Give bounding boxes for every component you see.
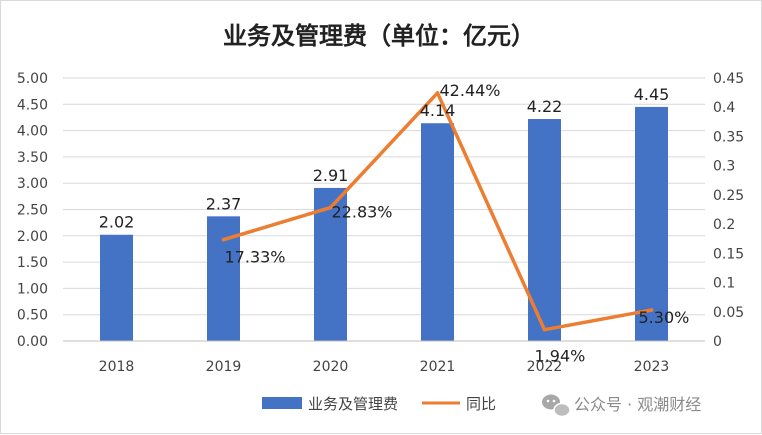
line-point: [649, 308, 654, 312]
y-left-tick-label: 4.50: [17, 97, 48, 113]
y-right-tick-label: 0.45: [713, 71, 744, 87]
y-left-tick-label: 2.50: [17, 203, 48, 219]
y-left-tick-label: 2.00: [17, 229, 48, 245]
x-tick-label: 2019: [206, 359, 242, 375]
x-tick-label: 2018: [99, 359, 135, 375]
bar-series: [100, 106, 668, 342]
bar-data-label: 2.91: [313, 166, 349, 185]
line-point: [221, 237, 226, 242]
grid-lines: [63, 77, 705, 342]
chart-title: 业务及管理费（单位：亿元）: [223, 21, 535, 50]
y-axis-left: 0.00 0.50 1.00 1.50 2.00 2.50 3.00 3.50 4.00 4.50…: [17, 71, 48, 350]
y-left-tick-label: 0.50: [17, 308, 48, 324]
y-right-tick-label: 0.25: [713, 188, 744, 204]
watermark-text: 公众号 · 观潮财经: [574, 395, 701, 414]
line-data-label: 42.44%: [440, 81, 501, 100]
watermark: 公众号 · 观潮财经: [542, 394, 701, 418]
y-right-tick-label: 0.35: [713, 129, 744, 145]
y-left-tick-label: 5.00: [17, 71, 48, 87]
legend-bar-swatch: [262, 397, 302, 409]
y-right-tick-label: 0.4: [713, 100, 735, 116]
x-tick-label: 2023: [634, 359, 670, 375]
bar-data-labels: 2.02 2.37 2.91 4.14 4.22 4.45: [99, 85, 670, 232]
bar: [314, 187, 347, 341]
y-left-tick-label: 0.00: [17, 334, 48, 350]
bar: [421, 123, 454, 342]
bar-data-label: 4.22: [527, 97, 563, 116]
wechat-icon: [542, 394, 571, 418]
y-right-tick-label: 0.15: [713, 246, 744, 262]
legend: 业务及管理费 同比: [262, 395, 496, 413]
bar-data-label: 4.14: [420, 101, 456, 120]
y-right-tick-label: 0.1: [713, 276, 735, 292]
y-right-tick-label: 0.2: [713, 217, 735, 233]
y-right-tick-label: 0: [713, 334, 722, 350]
legend-bar-label: 业务及管理费: [308, 395, 398, 413]
bar-data-label: 2.37: [206, 194, 242, 213]
line-point: [435, 91, 440, 95]
bar-data-label: 2.02: [99, 213, 135, 232]
line-data-label: 17.33%: [225, 248, 286, 267]
x-tick-label: 2021: [420, 359, 456, 375]
y-left-tick-label: 3.00: [17, 176, 48, 192]
line-point: [328, 205, 333, 210]
line-data-label: 22.83%: [332, 203, 393, 222]
line-point: [542, 327, 547, 332]
line-data-labels: 17.33% 22.83% 42.44% 1.94% 5.30%: [225, 81, 690, 366]
legend-line-label: 同比: [466, 395, 496, 413]
x-axis: 2018 2019 2020 2021 2022 2023: [63, 340, 705, 375]
line-data-label: 1.94%: [535, 347, 586, 366]
y-left-tick-label: 4.00: [17, 124, 48, 140]
y-right-tick-label: 0.3: [713, 159, 735, 175]
y-left-tick-label: 3.50: [17, 150, 48, 166]
x-tick-label: 2022: [527, 359, 563, 375]
bar-data-label: 4.45: [634, 85, 670, 104]
bar: [635, 106, 668, 342]
y-axis-right: 0 0.05 0.1 0.15 0.2 0.25 0.3 0.35 0.4 0.45: [713, 71, 744, 350]
y-left-tick-label: 1.50: [17, 255, 48, 271]
x-tick-label: 2020: [313, 359, 349, 375]
bar: [100, 234, 133, 341]
line-series: [221, 91, 654, 332]
line-data-label: 5.30%: [639, 308, 690, 327]
y-left-tick-label: 1.00: [17, 281, 48, 297]
y-right-tick-label: 0.05: [713, 305, 744, 321]
